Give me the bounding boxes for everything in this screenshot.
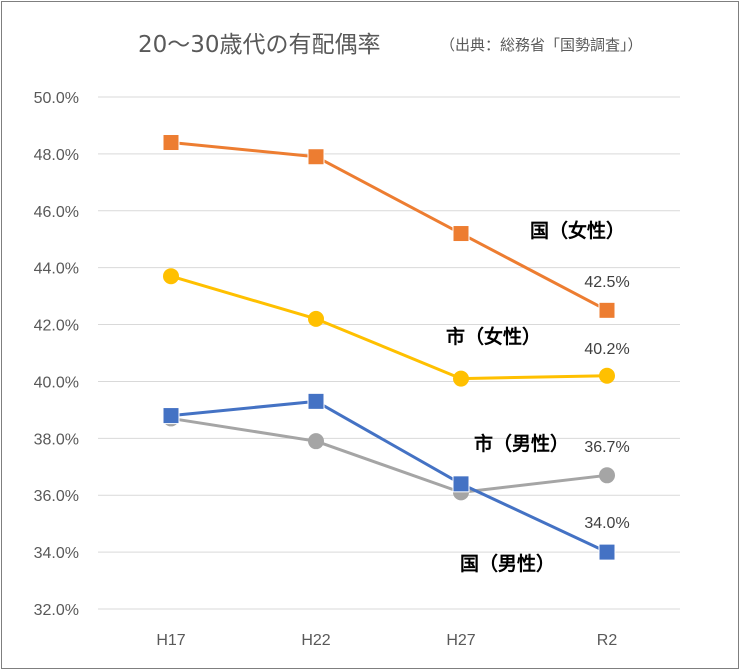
y-tick-label: 42.0% xyxy=(34,318,79,335)
x-tick-label: R2 xyxy=(597,632,618,649)
data-point xyxy=(163,268,179,285)
series-1 xyxy=(163,268,615,387)
y-tick-label: 32.0% xyxy=(34,602,79,619)
series-name-label: 市（男性） xyxy=(474,432,569,455)
chart-source-note: （出典：総務省「国勢調査」） xyxy=(440,36,643,54)
y-tick-label: 50.0% xyxy=(34,90,79,107)
data-point xyxy=(598,543,616,561)
series-line xyxy=(170,416,608,494)
data-point xyxy=(452,225,470,243)
data-point xyxy=(453,370,469,387)
y-tick-label: 44.0% xyxy=(34,261,79,278)
data-point xyxy=(452,475,470,493)
series-0 xyxy=(162,134,616,319)
x-tick-label: H27 xyxy=(446,632,475,649)
series-2 xyxy=(163,410,615,501)
data-point xyxy=(162,407,180,425)
series-name-label: 市（女性） xyxy=(446,325,541,348)
data-point xyxy=(307,148,325,166)
x-tick-label: H22 xyxy=(301,632,330,649)
data-label: 40.2% xyxy=(584,341,629,358)
data-point xyxy=(162,134,180,152)
y-tick-label: 36.0% xyxy=(34,488,79,505)
series-group xyxy=(162,134,616,561)
y-tick-label: 34.0% xyxy=(34,545,79,562)
gridlines xyxy=(98,96,680,610)
data-point xyxy=(307,392,325,410)
data-point xyxy=(599,467,615,484)
y-tick-label: 46.0% xyxy=(34,204,79,221)
data-label: 36.7% xyxy=(584,439,629,456)
series-labels: 42.5% 国（女性） 40.2% 市（女性） 36.7% 市（男性） 34.0% 国（男性） xyxy=(446,219,630,575)
x-axis: H17 H22 H27 R2 xyxy=(156,632,617,649)
series-line xyxy=(170,274,608,381)
y-tick-label: 38.0% xyxy=(34,431,79,448)
series-name-label: 国（男性） xyxy=(460,552,555,575)
series-line xyxy=(170,399,608,554)
data-point xyxy=(599,367,615,384)
y-axis: 32.0% 34.0% 36.0% 38.0% 40.0% 42.0% 44.0% 46.0%… xyxy=(34,90,79,619)
series-line xyxy=(170,141,608,312)
series-name-label: 国（女性） xyxy=(530,219,625,242)
y-tick-label: 40.0% xyxy=(34,374,79,391)
data-point xyxy=(598,301,616,319)
series-3 xyxy=(162,392,616,561)
data-label: 34.0% xyxy=(584,515,629,532)
y-tick-label: 48.0% xyxy=(34,147,79,164)
data-label: 42.5% xyxy=(584,274,629,291)
x-tick-label: H17 xyxy=(156,632,185,649)
data-point xyxy=(308,433,324,450)
data-point xyxy=(308,310,324,327)
chart-title: 20〜30歳代の有配偶率 xyxy=(138,32,381,58)
